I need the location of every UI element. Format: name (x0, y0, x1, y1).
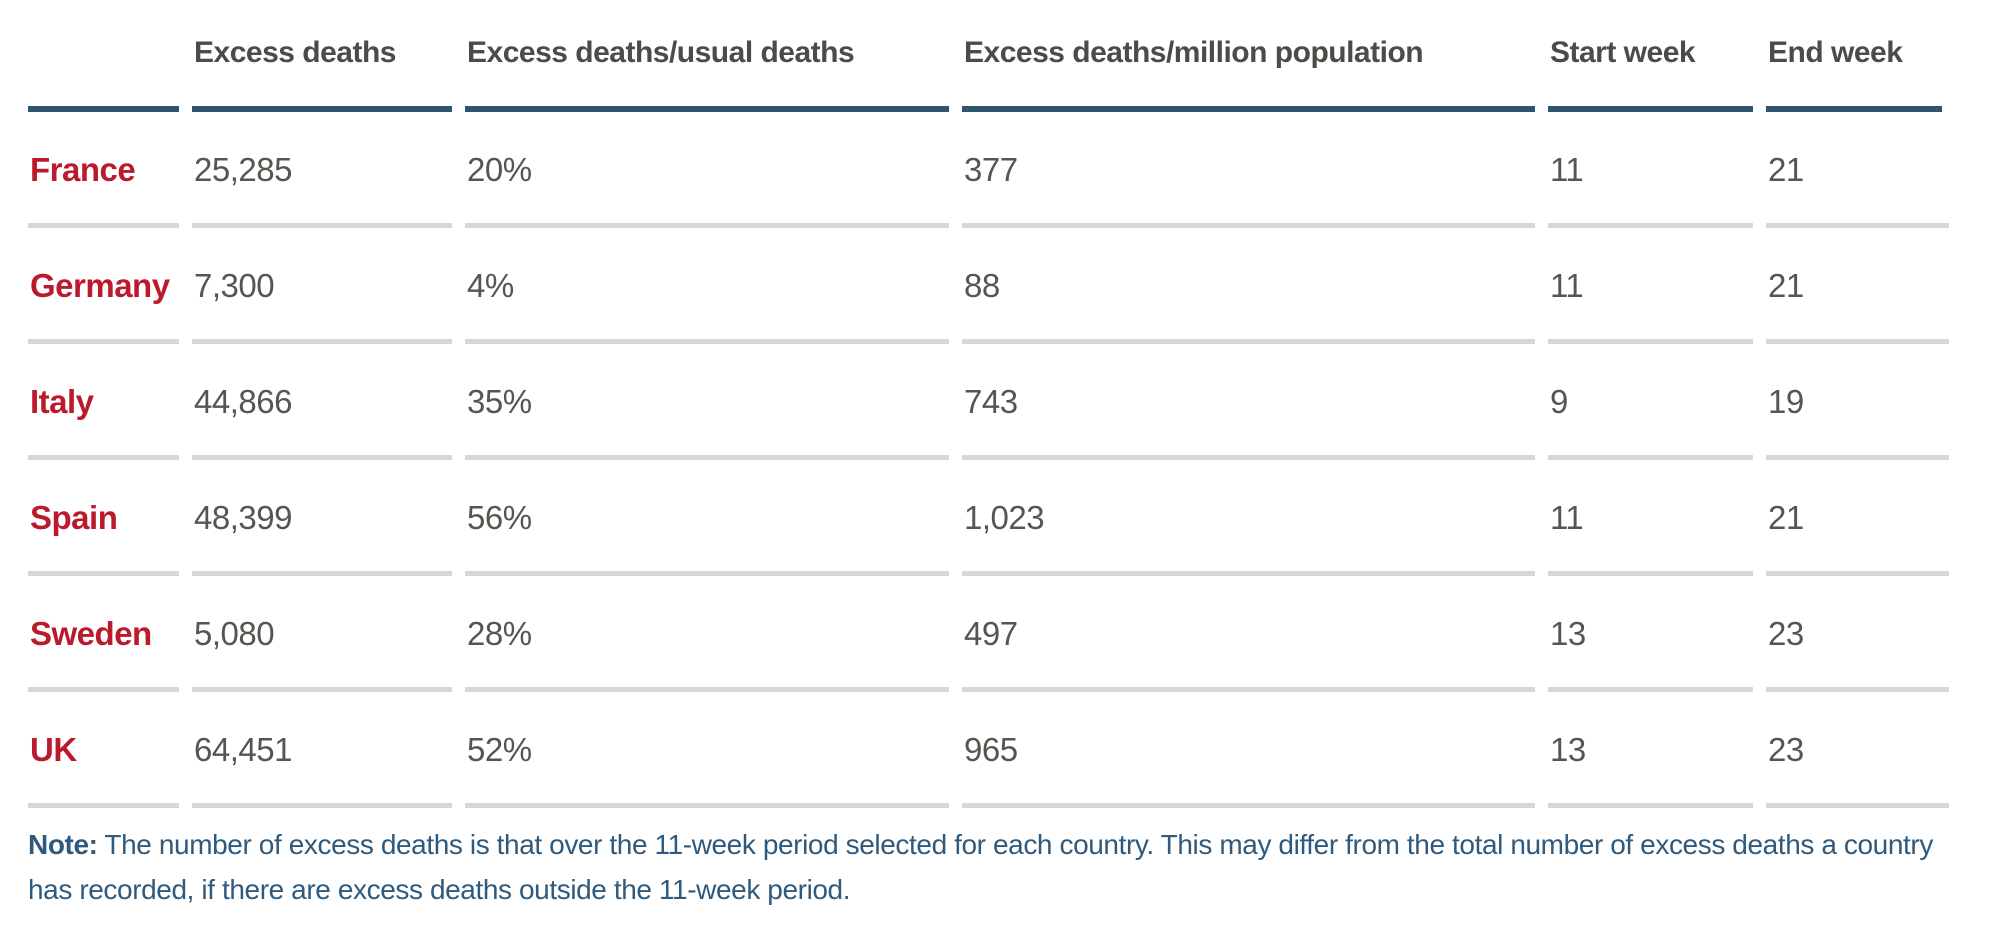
excess-deaths-table: Excess deaths Excess deaths/usual deaths… (28, 0, 1949, 808)
start-week-value: 11 (1548, 228, 1766, 344)
end-week-value: 21 (1766, 228, 1949, 344)
column-header-start-week: Start week (1548, 0, 1766, 112)
table-row-spain: Spain 48,399 56% 1,023 11 21 (28, 460, 1949, 576)
column-header-excess-per-usual: Excess deaths/usual deaths (465, 0, 962, 112)
excess-per-usual-value: 35% (465, 344, 962, 460)
start-week-value: 9 (1548, 344, 1766, 460)
country-label: Italy (28, 344, 192, 460)
table-header-row: Excess deaths Excess deaths/usual deaths… (28, 0, 1949, 112)
excess-per-usual-value: 28% (465, 576, 962, 692)
excess-per-million-value: 965 (962, 692, 1548, 808)
column-header-country (28, 0, 192, 112)
table-note: Note: The number of excess deaths is tha… (28, 822, 1938, 912)
end-week-value: 21 (1766, 460, 1949, 576)
start-week-value: 11 (1548, 112, 1766, 228)
table-row-germany: Germany 7,300 4% 88 11 21 (28, 228, 1949, 344)
end-week-value: 19 (1766, 344, 1949, 460)
start-week-value: 13 (1548, 692, 1766, 808)
excess-deaths-value: 44,866 (192, 344, 465, 460)
excess-per-usual-value: 56% (465, 460, 962, 576)
excess-deaths-value: 7,300 (192, 228, 465, 344)
excess-per-million-value: 88 (962, 228, 1548, 344)
end-week-value: 23 (1766, 576, 1949, 692)
end-week-value: 21 (1766, 112, 1949, 228)
excess-deaths-value: 48,399 (192, 460, 465, 576)
excess-per-million-value: 1,023 (962, 460, 1548, 576)
table-row-italy: Italy 44,866 35% 743 9 19 (28, 344, 1949, 460)
country-label: Germany (28, 228, 192, 344)
country-label: Spain (28, 460, 192, 576)
start-week-value: 11 (1548, 460, 1766, 576)
start-week-value: 13 (1548, 576, 1766, 692)
note-label: Note: (28, 829, 98, 860)
excess-per-million-value: 743 (962, 344, 1548, 460)
excess-deaths-value: 25,285 (192, 112, 465, 228)
country-label: UK (28, 692, 192, 808)
column-header-excess-per-million: Excess deaths/million population (962, 0, 1548, 112)
table-row-sweden: Sweden 5,080 28% 497 13 23 (28, 576, 1949, 692)
column-header-excess-deaths: Excess deaths (192, 0, 465, 112)
excess-deaths-value: 5,080 (192, 576, 465, 692)
excess-per-usual-value: 52% (465, 692, 962, 808)
excess-deaths-value: 64,451 (192, 692, 465, 808)
column-header-end-week: End week (1766, 0, 1949, 112)
excess-per-usual-value: 4% (465, 228, 962, 344)
note-text: The number of excess deaths is that over… (28, 829, 1933, 905)
excess-per-million-value: 497 (962, 576, 1548, 692)
country-label: Sweden (28, 576, 192, 692)
table-row-uk: UK 64,451 52% 965 13 23 (28, 692, 1949, 808)
table-row-france: France 25,285 20% 377 11 21 (28, 112, 1949, 228)
end-week-value: 23 (1766, 692, 1949, 808)
excess-per-usual-value: 20% (465, 112, 962, 228)
country-label: France (28, 112, 192, 228)
excess-per-million-value: 377 (962, 112, 1548, 228)
